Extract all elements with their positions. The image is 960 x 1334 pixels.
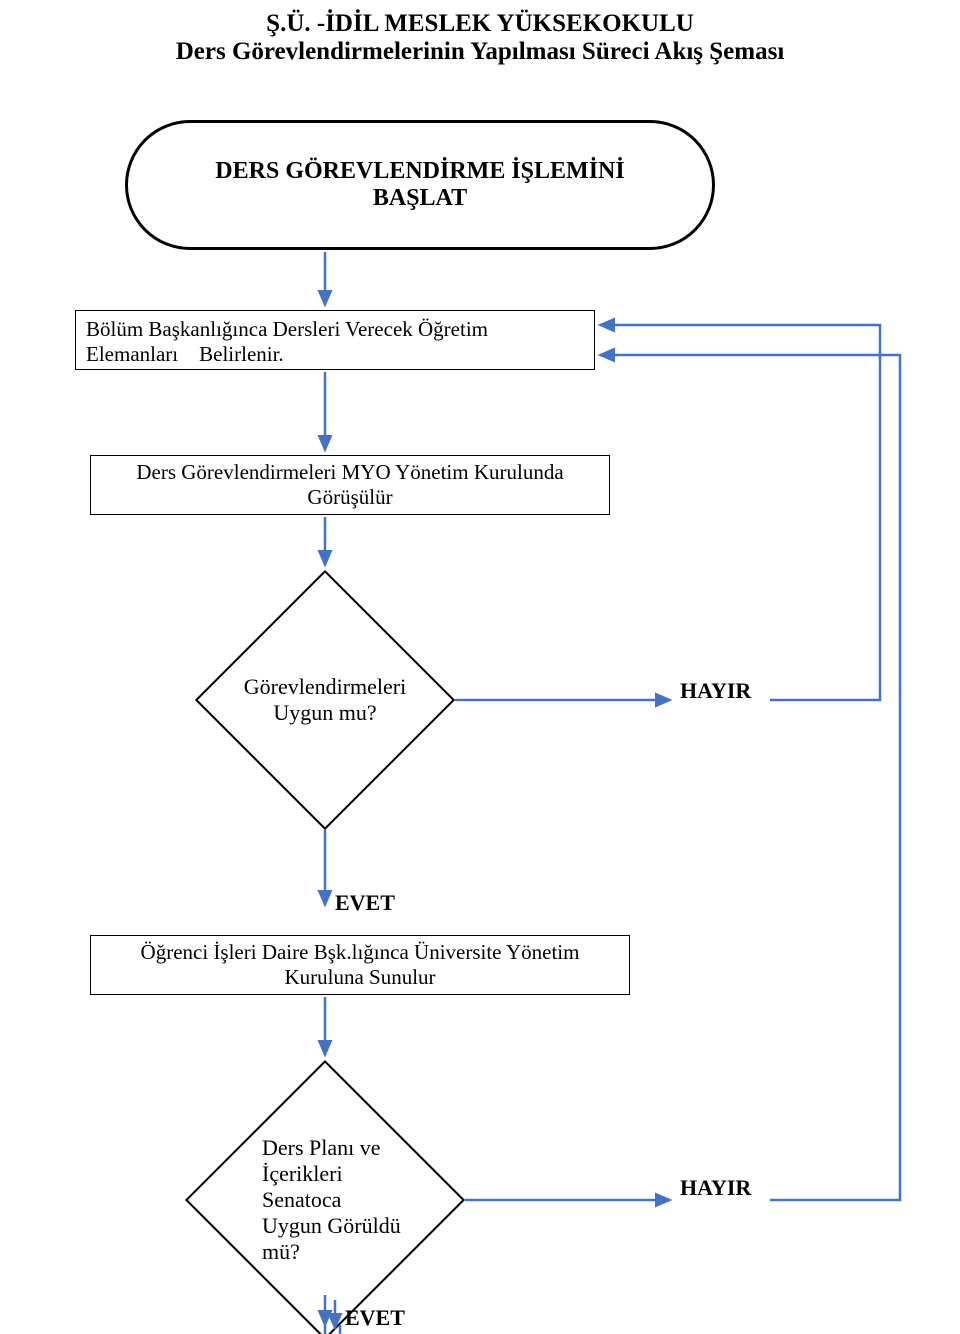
process-myo-yonetim: Ders Görevlendirmeleri MYO Yönetim Kurul… <box>90 455 610 515</box>
hayir-label-1: HAYIR <box>680 678 751 704</box>
process1-line1: Bölüm Başkanlığınca Dersleri Verecek Öğr… <box>86 317 488 342</box>
process-ogrenci-isleri: Öğrenci İşleri Daire Bşk.lığınca Ünivers… <box>90 935 630 995</box>
decision-ders-plani: Ders Planı ve İçerikleri Senatoca Uygun … <box>185 1060 465 1334</box>
process3-line1: Öğrenci İşleri Daire Bşk.lığınca Ünivers… <box>141 940 580 965</box>
title-line1: Ş.Ü. -İDİL MESLEK YÜKSEKOKULU <box>0 10 960 38</box>
evet-label-1: EVET <box>335 890 395 916</box>
page-title: Ş.Ü. -İDİL MESLEK YÜKSEKOKULU Ders Görev… <box>0 10 960 66</box>
start-terminator: DERS GÖREVLENDİRME İŞLEMİNİ BAŞLAT <box>125 120 715 250</box>
process2-line2: Görüşülür <box>307 485 392 510</box>
decision2-label: Ders Planı ve İçerikleri Senatoca Uygun … <box>262 1135 402 1265</box>
decision-gorevlendirme-uygun: Görevlendirmeleri Uygun mu? <box>195 570 455 830</box>
decision1-label: Görevlendirmeleri Uygun mu? <box>244 674 407 726</box>
title-line2: Ders Görevlendirmelerinin Yapılması Süre… <box>0 38 960 66</box>
process-bolum-baskanligi: Bölüm Başkanlığınca Dersleri Verecek Öğr… <box>75 310 595 370</box>
start-line2: BAŞLAT <box>373 185 467 212</box>
hayir-label-2: HAYIR <box>680 1175 751 1201</box>
evet-label-2: EVET <box>345 1305 405 1331</box>
start-line1: DERS GÖREVLENDİRME İŞLEMİNİ <box>215 158 624 185</box>
process1-line2: Elemanları Belirlenir. <box>86 342 284 367</box>
process3-line2: Kuruluna Sunulur <box>284 965 435 990</box>
process2-line1: Ders Görevlendirmeleri MYO Yönetim Kurul… <box>136 460 563 485</box>
